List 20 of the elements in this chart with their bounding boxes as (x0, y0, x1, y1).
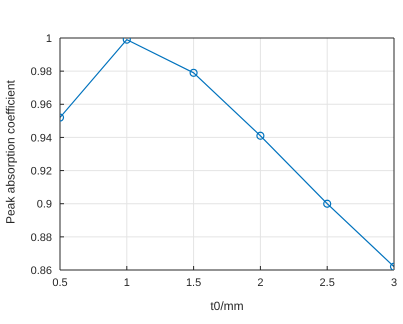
y-tick-label: 0.96 (30, 99, 52, 112)
x-tick-label: 2 (257, 276, 264, 289)
y-axis-title: Peak absorption coefficient (3, 79, 18, 224)
point (256, 132, 264, 140)
x-tick-label: 0.5 (52, 276, 68, 289)
x-tick-label: 1.5 (186, 276, 202, 289)
point (122, 38, 131, 44)
x-tick-label: 1 (124, 276, 130, 289)
x-tick-label: 3 (390, 276, 398, 289)
point (323, 200, 332, 208)
y-tick-label: 0.9 (36, 198, 52, 211)
y-tick-label: 0.86 (30, 264, 52, 277)
x-tick-label: 2.5 (320, 276, 335, 289)
y-tick-label: 0.98 (30, 66, 52, 78)
y-tick-label: 0.92 (30, 165, 52, 178)
point (190, 68, 198, 77)
x-axis-title: t0/mm (210, 299, 244, 313)
y-tick-label: 0.94 (30, 132, 52, 144)
y-tick-label: 1 (46, 32, 52, 45)
y-tick-label: 0.88 (30, 232, 52, 244)
